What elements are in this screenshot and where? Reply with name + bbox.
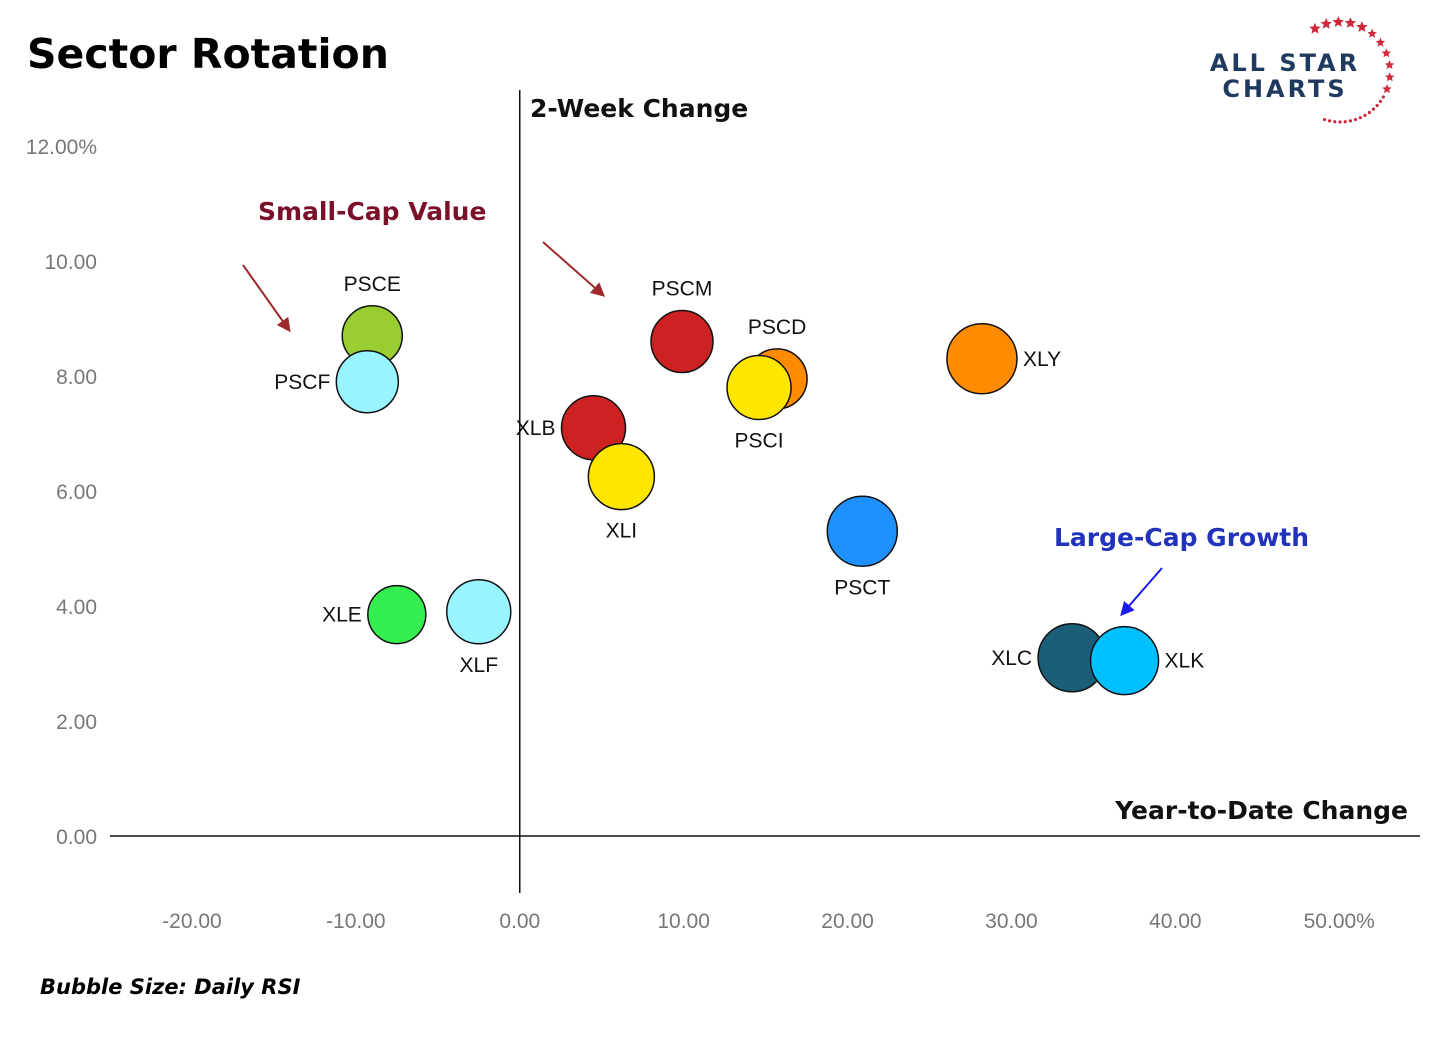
- logo-star: [1356, 21, 1368, 32]
- bubble-label-pscd: PSCD: [748, 316, 806, 339]
- bubble-xli: [587, 442, 656, 511]
- logo-star: [1382, 84, 1392, 94]
- logo-star: [1381, 48, 1392, 58]
- y-tick-label: 0.00: [56, 826, 97, 849]
- bubble-label-psci: PSCI: [735, 430, 784, 453]
- logo-star-dot: [1371, 107, 1376, 111]
- logo-star-dot: [1328, 119, 1332, 123]
- x-tick-label: 0.00: [499, 910, 540, 933]
- bubble-labels-layer: PSCE PSCF XLE XLF XLB XLI PSCM PSCD PSCI PSCT XLY X…: [274, 273, 1204, 677]
- y-tick-label: 2.00: [56, 711, 97, 734]
- y-tick-label: 8.00: [56, 366, 97, 389]
- bubble-label-xlc: XLC: [991, 647, 1032, 670]
- annotation-arrow-blue: [1120, 567, 1163, 617]
- logo-star: [1384, 60, 1395, 70]
- bubble-label-xly: XLY: [1023, 348, 1061, 371]
- bubble-size-footnote: Bubble Size: Daily RSI: [40, 975, 301, 999]
- logo-star: [1367, 28, 1377, 38]
- bubbles-layer: [335, 305, 1160, 696]
- logo-text-line2: CHARTS: [1222, 75, 1347, 103]
- logo-star-dot: [1367, 110, 1371, 115]
- x-tick-label: 20.00: [821, 910, 874, 933]
- annotation-large-cap-growth: Large-Cap Growth: [1054, 523, 1309, 552]
- logo-star: [1320, 17, 1332, 29]
- x-tick-label: -10.00: [326, 910, 386, 933]
- bubble-label-pscf: PSCF: [274, 371, 330, 394]
- bubble-label-xlf: XLF: [460, 654, 499, 677]
- bubble-pscf: [335, 350, 400, 414]
- logo-star-dot: [1381, 95, 1385, 99]
- logo-star: [1332, 16, 1344, 27]
- bubble-label-psce: PSCE: [344, 273, 401, 296]
- all-star-charts-logo: ALL STAR CHARTS: [1210, 16, 1395, 124]
- logo-star-dot: [1322, 117, 1327, 122]
- y-tick-label: 10.00: [44, 251, 97, 274]
- y-axis-title: 2-Week Change: [530, 94, 748, 123]
- y-tick-label: 6.00: [56, 481, 97, 504]
- bubble-psct: [826, 495, 899, 567]
- bubble-label-xle: XLE: [322, 604, 362, 627]
- logo-star-dot: [1363, 113, 1367, 117]
- annotation-arrow-left: [242, 264, 291, 333]
- x-tick-label: 40.00: [1149, 910, 1202, 933]
- logo-star-dot: [1343, 120, 1347, 124]
- logo-star-dot: [1338, 120, 1342, 124]
- annotation-small-cap-value: Small-Cap Value: [258, 197, 486, 226]
- chart-title: Sector Rotation: [27, 30, 389, 78]
- bubble-pscm: [650, 309, 714, 374]
- bubble-xly: [946, 323, 1018, 395]
- bubble-xlf: [446, 579, 512, 645]
- bubble-label-xlk: XLK: [1165, 650, 1205, 673]
- logo-star-dot: [1375, 103, 1379, 108]
- bubble-label-pscm: PSCM: [652, 278, 713, 301]
- annotation-arrow-right: [542, 241, 606, 297]
- y-tick-label: 12.00%: [26, 136, 97, 159]
- bubble-label-xli: XLI: [606, 520, 638, 543]
- y-tick-label: 4.00: [56, 596, 97, 619]
- logo-star: [1375, 37, 1386, 47]
- logo-star: [1344, 17, 1357, 28]
- bubble-label-psct: PSCT: [834, 576, 890, 599]
- bubble-xlk: [1089, 625, 1160, 696]
- logo-star-dot: [1353, 117, 1358, 122]
- logo-star-dot: [1358, 116, 1362, 120]
- logo-star: [1385, 72, 1395, 82]
- logo-text-line1: ALL STAR: [1210, 49, 1360, 77]
- x-tick-label: 30.00: [985, 910, 1038, 933]
- logo-star-dot: [1333, 120, 1337, 124]
- x-axis-title: Year-to-Date Change: [1114, 796, 1408, 825]
- axes-layer: -20.00 -10.00 0.00 10.00 20.00 30.00 40.00 50.0…: [26, 90, 1420, 933]
- logo-stars-arc: [1309, 16, 1395, 124]
- logo-star: [1309, 22, 1321, 34]
- bubble-psci: [726, 354, 792, 421]
- x-tick-label: -20.00: [162, 910, 222, 933]
- bubble-xle: [367, 584, 427, 645]
- x-tick-label: 10.00: [657, 910, 710, 933]
- x-tick-label: 50.00%: [1304, 910, 1375, 933]
- logo-star-dot: [1378, 99, 1383, 103]
- logo-star-dot: [1348, 119, 1352, 123]
- bubble-label-xlb: XLB: [516, 417, 556, 440]
